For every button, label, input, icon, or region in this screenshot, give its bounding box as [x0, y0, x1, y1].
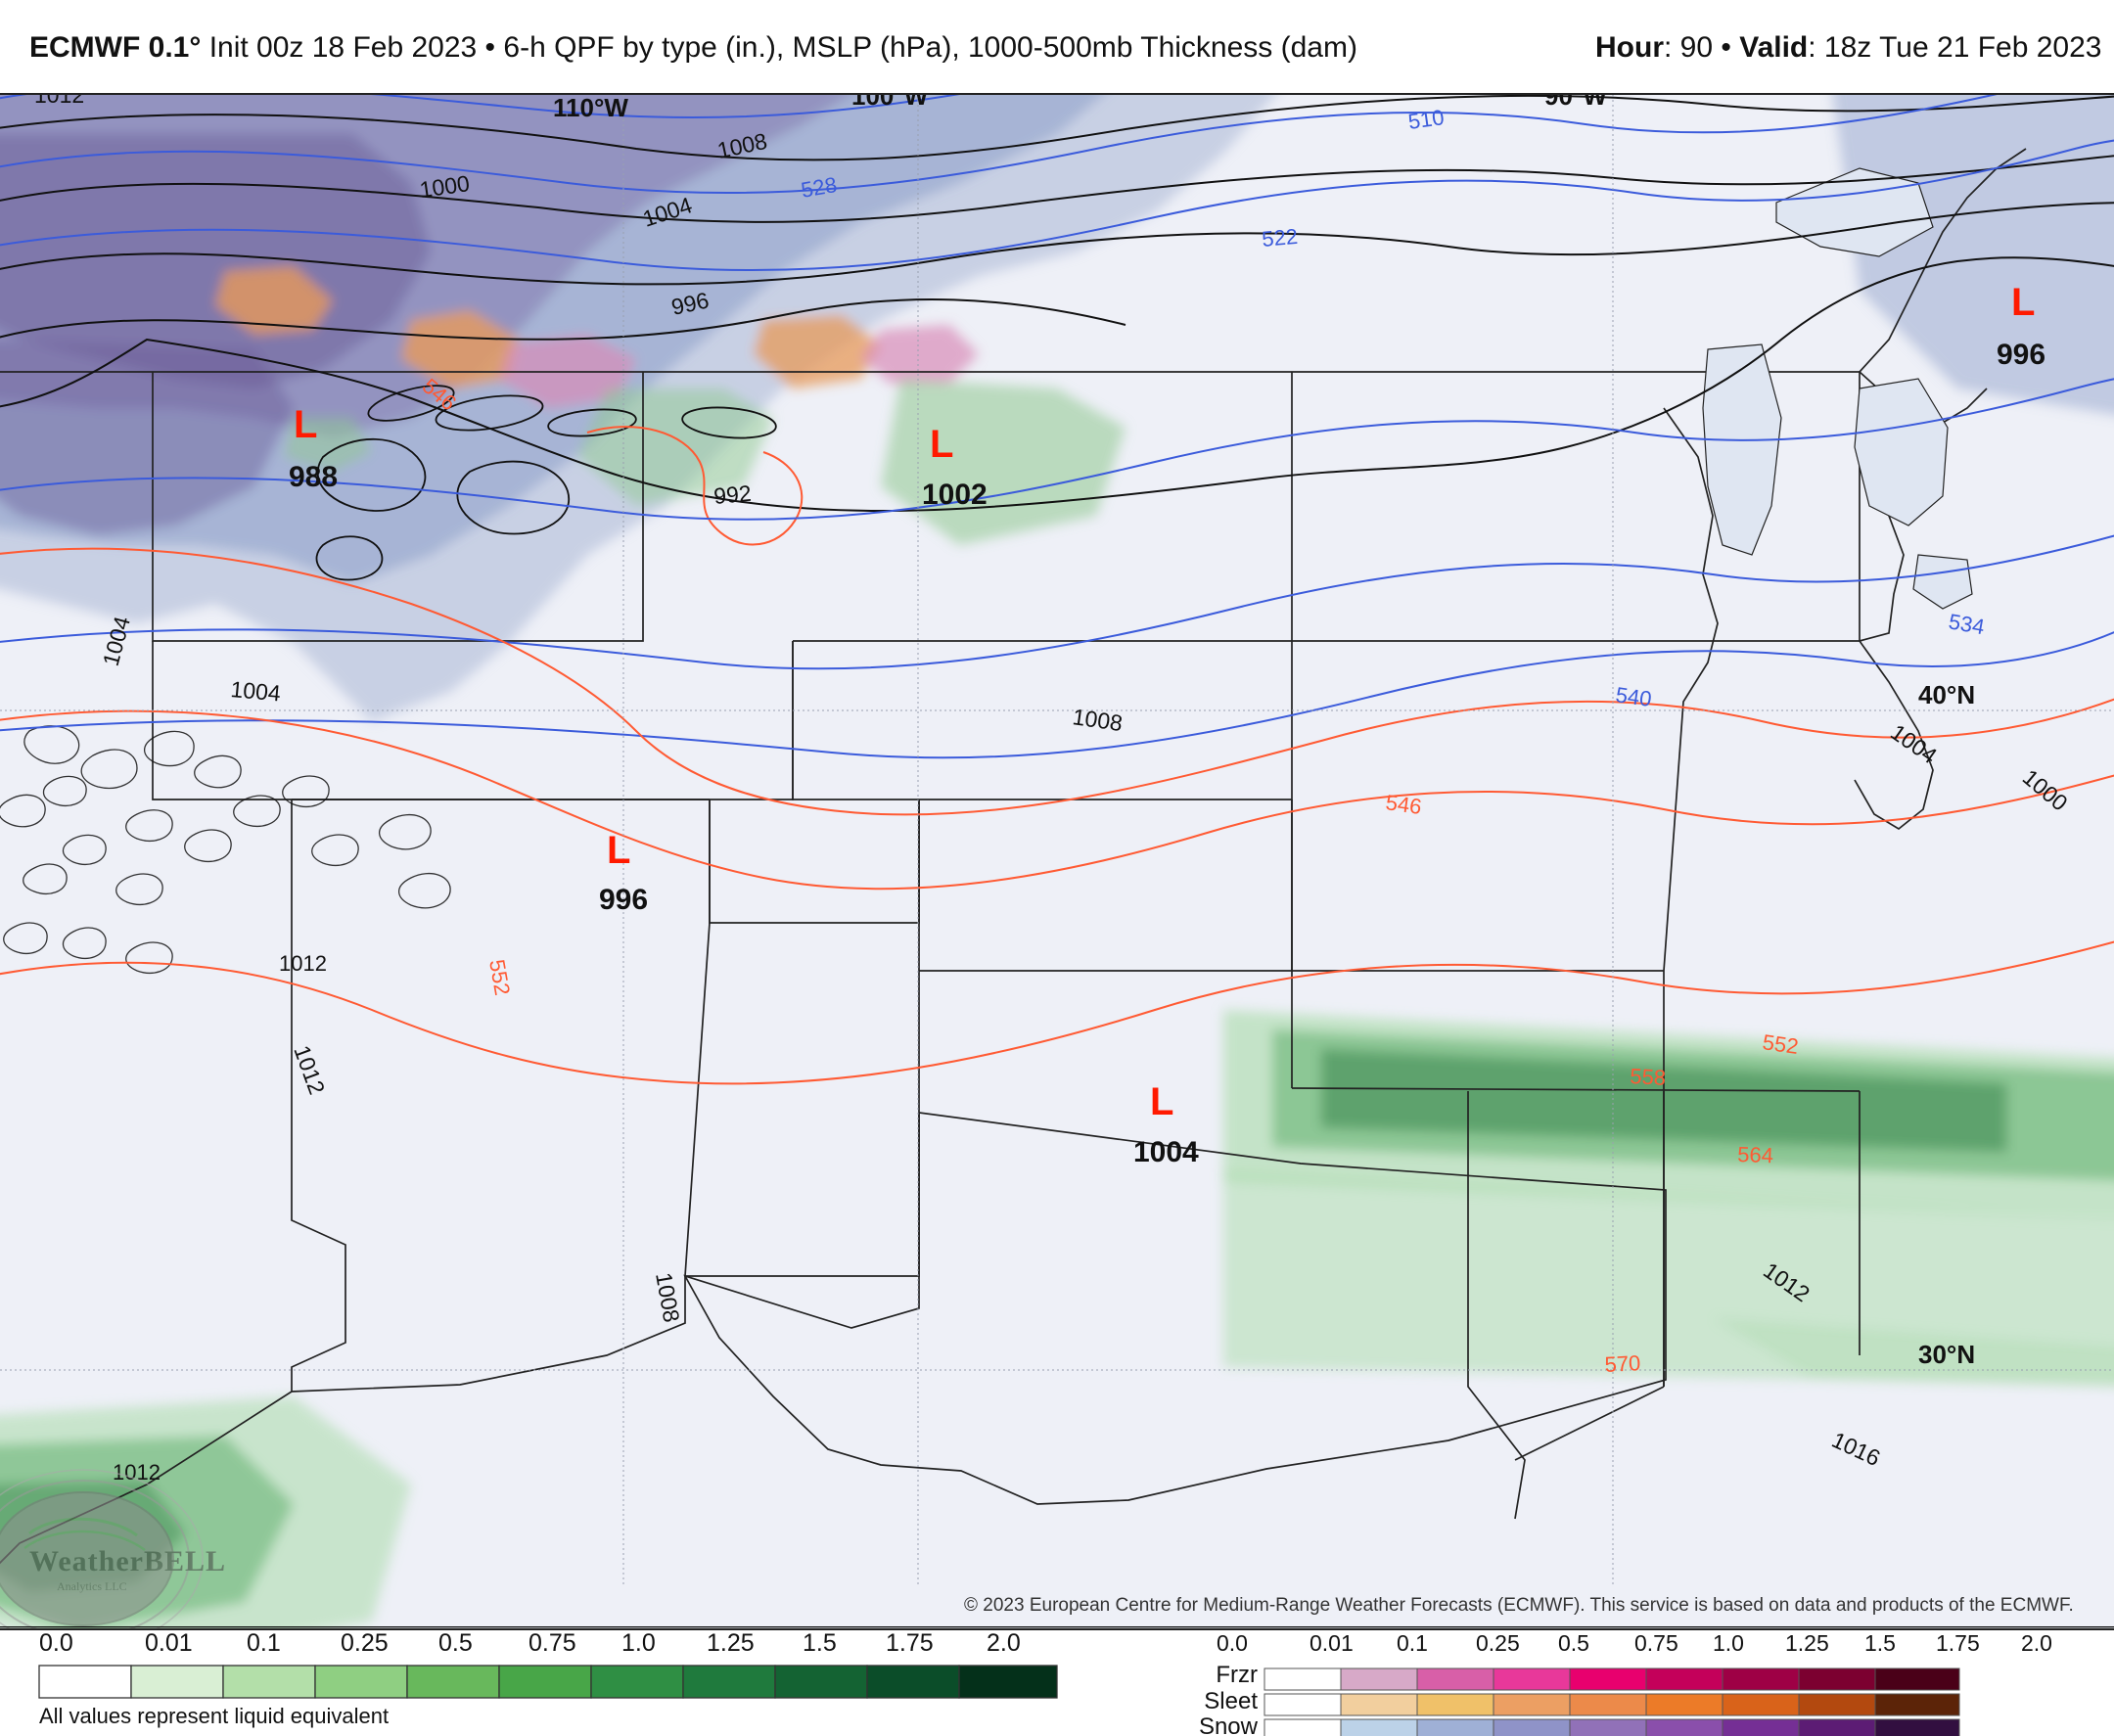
svg-text:1012: 1012: [289, 1042, 330, 1098]
svg-text:1.0: 1.0: [621, 1629, 656, 1657]
svg-text:0.01: 0.01: [1310, 1630, 1354, 1656]
svg-text:996: 996: [599, 884, 648, 916]
svg-text:522: 522: [1261, 224, 1299, 251]
svg-text:Analytics LLC: Analytics LLC: [57, 1579, 127, 1593]
svg-text:570: 570: [1604, 1350, 1641, 1377]
svg-text:0.75: 0.75: [1634, 1630, 1678, 1656]
svg-text:2.0: 2.0: [2021, 1630, 2052, 1656]
svg-text:Sleet: Sleet: [1204, 1688, 1258, 1714]
svg-text:1.75: 1.75: [1936, 1630, 1980, 1656]
svg-text:1.5: 1.5: [1864, 1630, 1896, 1656]
svg-text:552: 552: [484, 958, 515, 998]
svg-text:0.25: 0.25: [1476, 1630, 1520, 1656]
svg-text:0.0: 0.0: [39, 1629, 73, 1657]
svg-text:110°W: 110°W: [553, 95, 628, 122]
svg-text:0.1: 0.1: [247, 1629, 281, 1657]
svg-text:1.75: 1.75: [886, 1629, 934, 1657]
svg-text:1.5: 1.5: [803, 1629, 837, 1657]
svg-text:L: L: [2011, 281, 2035, 324]
svg-text:2.0: 2.0: [987, 1629, 1021, 1657]
svg-text:1004: 1004: [1133, 1136, 1199, 1168]
svg-text:546: 546: [1384, 790, 1423, 819]
svg-text:WeatherBELL: WeatherBELL: [29, 1545, 226, 1577]
svg-text:0.0: 0.0: [1217, 1630, 1248, 1656]
svg-text:40°N: 40°N: [1918, 680, 1975, 709]
svg-text:552: 552: [1761, 1029, 1800, 1059]
svg-text:1012: 1012: [34, 95, 84, 108]
svg-text:1004: 1004: [230, 676, 282, 706]
svg-text:540: 540: [1614, 682, 1653, 711]
svg-text:1.25: 1.25: [707, 1629, 755, 1657]
svg-text:992: 992: [712, 480, 752, 509]
svg-text:100°W: 100°W: [851, 95, 929, 111]
svg-text:L: L: [294, 403, 317, 446]
svg-text:564: 564: [1737, 1142, 1774, 1167]
svg-text:1.0: 1.0: [1713, 1630, 1744, 1656]
svg-text:Snow: Snow: [1199, 1713, 1259, 1736]
svg-text:1004: 1004: [1886, 719, 1942, 769]
svg-text:0.01: 0.01: [145, 1629, 193, 1657]
svg-text:0.1: 0.1: [1397, 1630, 1428, 1656]
svg-text:L: L: [930, 423, 953, 466]
svg-text:1004: 1004: [98, 614, 135, 668]
svg-text:534: 534: [1947, 609, 1987, 639]
svg-text:L: L: [607, 829, 630, 872]
svg-text:0.5: 0.5: [1558, 1630, 1589, 1656]
svg-text:Frzr: Frzr: [1216, 1662, 1258, 1688]
svg-text:30°N: 30°N: [1918, 1340, 1975, 1369]
svg-text:0.5: 0.5: [438, 1629, 473, 1657]
svg-text:1.25: 1.25: [1785, 1630, 1829, 1656]
svg-text:All values represent liquid eq: All values represent liquid equivalent: [39, 1704, 389, 1728]
svg-text:0.75: 0.75: [528, 1629, 576, 1657]
svg-text:1012: 1012: [113, 1460, 161, 1485]
svg-text:1008: 1008: [1071, 704, 1124, 736]
svg-text:0.25: 0.25: [341, 1629, 389, 1657]
svg-text:1016: 1016: [1828, 1427, 1884, 1471]
svg-text:988: 988: [289, 461, 338, 493]
svg-text:1012: 1012: [279, 951, 327, 976]
svg-text:90°W: 90°W: [1544, 95, 1607, 111]
svg-text:L: L: [1150, 1080, 1173, 1123]
svg-text:1008: 1008: [651, 1270, 684, 1324]
svg-text:510: 510: [1406, 105, 1446, 134]
svg-text:1002: 1002: [922, 479, 988, 511]
svg-text:996: 996: [1997, 339, 2045, 371]
svg-text:1000: 1000: [2018, 764, 2073, 816]
svg-text:558: 558: [1630, 1064, 1667, 1090]
